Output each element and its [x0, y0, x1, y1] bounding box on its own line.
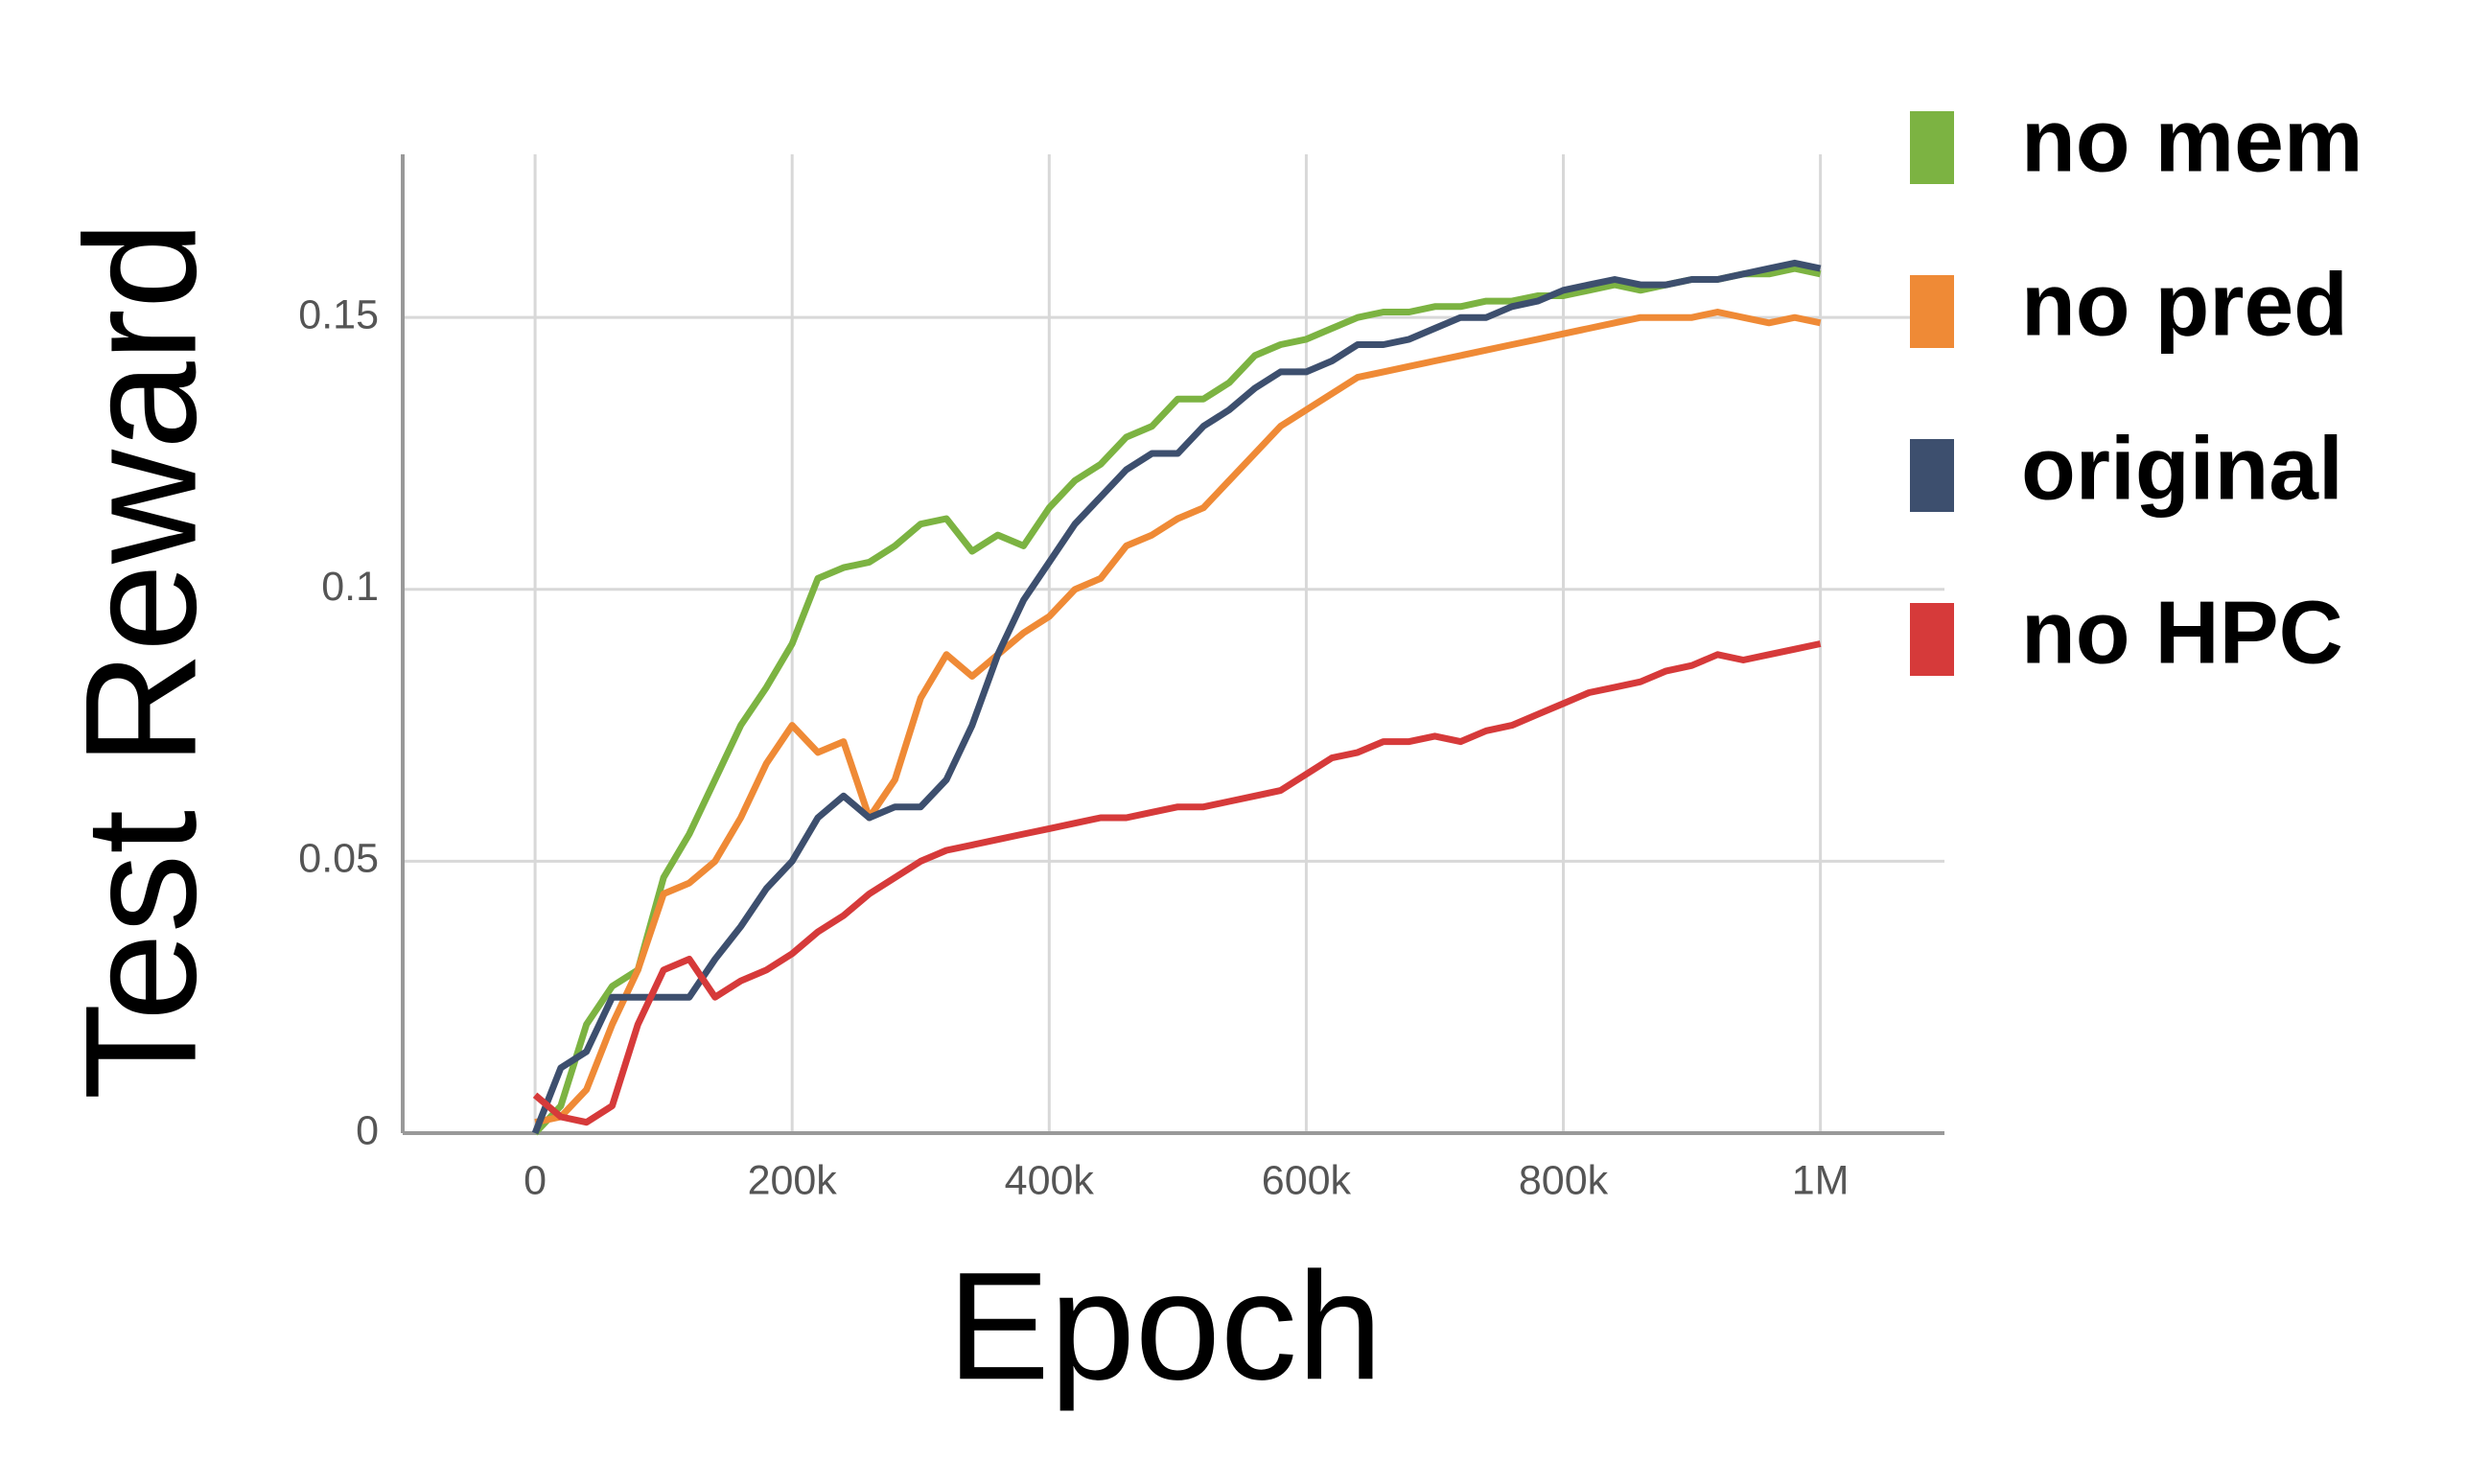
series-line [531, 259, 1822, 1135]
series-line [532, 640, 1822, 1126]
legend-swatch [1910, 111, 1954, 184]
y-tick-label: 0.1 [321, 564, 379, 610]
legend-swatch [1910, 439, 1954, 512]
series-line [532, 265, 1822, 1136]
y-tick-label: 0.15 [298, 292, 379, 338]
x-tick-label: 400k [1005, 1157, 1095, 1203]
x-tick-label: 600k [1262, 1157, 1352, 1203]
y-tick-label: 0.05 [298, 836, 379, 882]
x-axis-label: Epoch [947, 1240, 1383, 1411]
legend-label: no HPC [2021, 583, 2343, 683]
legend-label: no mem [2021, 91, 2363, 191]
x-tick-label: 200k [748, 1157, 838, 1203]
legend-label: original [2021, 419, 2343, 519]
legend-label: no pred [2021, 255, 2348, 355]
legend-swatch [1910, 603, 1954, 676]
y-tick-label: 0 [356, 1107, 379, 1153]
x-tick-label: 0 [524, 1157, 547, 1203]
x-tick-label: 1M [1792, 1157, 1850, 1203]
x-tick-label: 800k [1519, 1157, 1609, 1203]
y-axis-label: Test Reward [53, 220, 229, 1100]
legend-swatch [1910, 275, 1954, 348]
series-line [534, 309, 1822, 1126]
